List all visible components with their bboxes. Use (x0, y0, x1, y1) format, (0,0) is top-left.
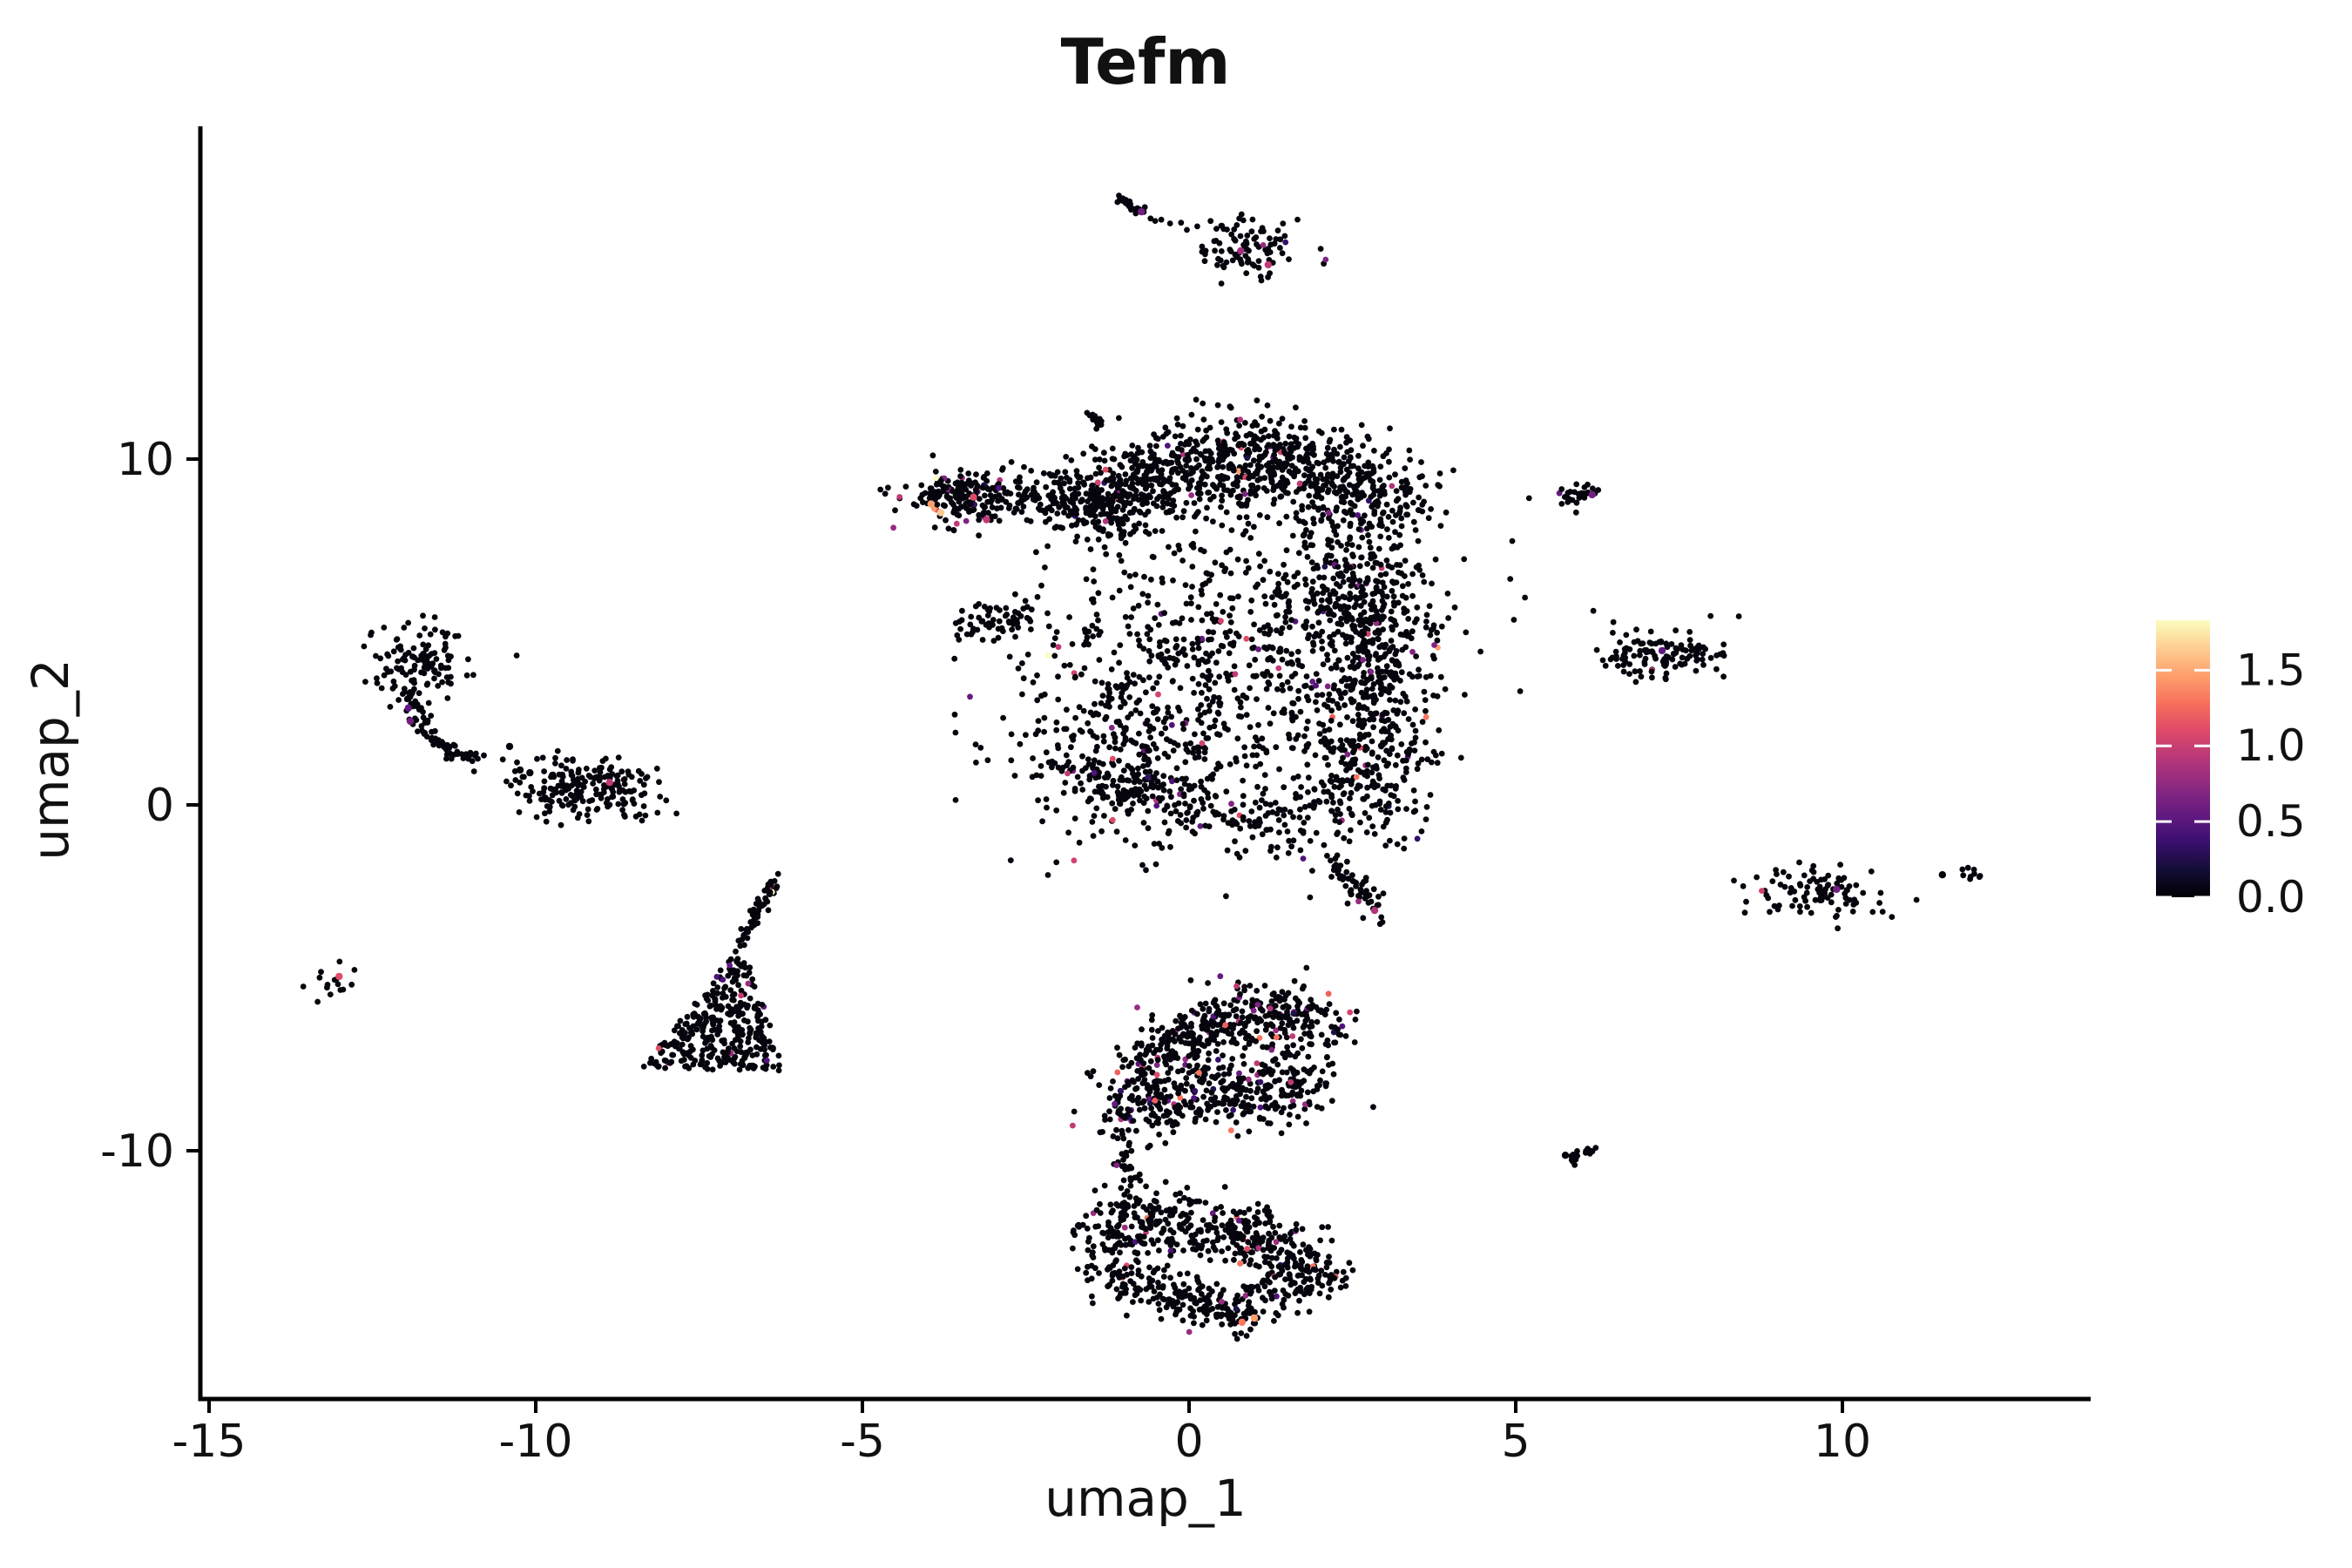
scatter-accent-points (335, 207, 1946, 1327)
y-axis-title: umap_2 (21, 659, 80, 861)
scatter-points (300, 193, 1984, 1342)
x-tick-label: -10 (499, 1416, 573, 1468)
x-tick-label: -15 (172, 1416, 247, 1468)
data-point (1238, 1318, 1247, 1327)
expression-colorbar: 0.0 0.5 1.0 1.5 (2156, 620, 2306, 923)
data-point (404, 704, 412, 712)
data-point (1237, 247, 1245, 255)
plot-title: Tefm (1061, 25, 1231, 98)
data-point (983, 516, 990, 524)
data-point (335, 972, 343, 981)
data-point (1561, 1152, 1570, 1159)
data-point (1264, 260, 1273, 269)
colorbar-tick-label: 1.5 (2236, 645, 2306, 695)
data-point (970, 493, 977, 501)
colorbar-tick-label: 0.5 (2236, 796, 2306, 847)
x-axis-ticks: -15 -10 -5 0 5 10 (172, 1399, 1871, 1468)
data-point (1658, 646, 1666, 655)
y-tick-label: 0 (145, 780, 174, 832)
y-tick-label: 10 (117, 434, 174, 486)
x-axis-title: umap_1 (1044, 1469, 1247, 1528)
colorbar-tick-label: 1.0 (2236, 720, 2306, 771)
x-tick-label: -5 (840, 1416, 885, 1468)
data-point (406, 717, 415, 726)
colorbar-ticks (2156, 668, 2210, 899)
x-tick-label: 10 (1814, 1416, 1871, 1468)
data-point (605, 779, 613, 787)
colorbar-tick-label: 0.0 (2236, 872, 2306, 923)
x-tick-label: 5 (1501, 1416, 1530, 1468)
data-point (927, 500, 936, 508)
colorbar-gradient-bar (2156, 620, 2210, 897)
data-point (1833, 885, 1841, 894)
data-point (1370, 906, 1379, 915)
y-axis-ticks: -10 0 10 (100, 434, 200, 1178)
y-tick-label: -10 (100, 1125, 174, 1178)
axis-spines (198, 126, 2091, 1402)
data-point (1938, 871, 1946, 879)
data-point (1138, 207, 1146, 216)
data-point (1250, 1314, 1259, 1322)
x-tick-label: 0 (1174, 1416, 1203, 1468)
data-point (516, 766, 524, 774)
data-point (526, 768, 534, 777)
data-point (505, 742, 514, 751)
colorbar-tick-labels: 0.0 0.5 1.0 1.5 (2236, 645, 2306, 923)
data-point (1588, 490, 1597, 499)
data-point (936, 509, 945, 517)
